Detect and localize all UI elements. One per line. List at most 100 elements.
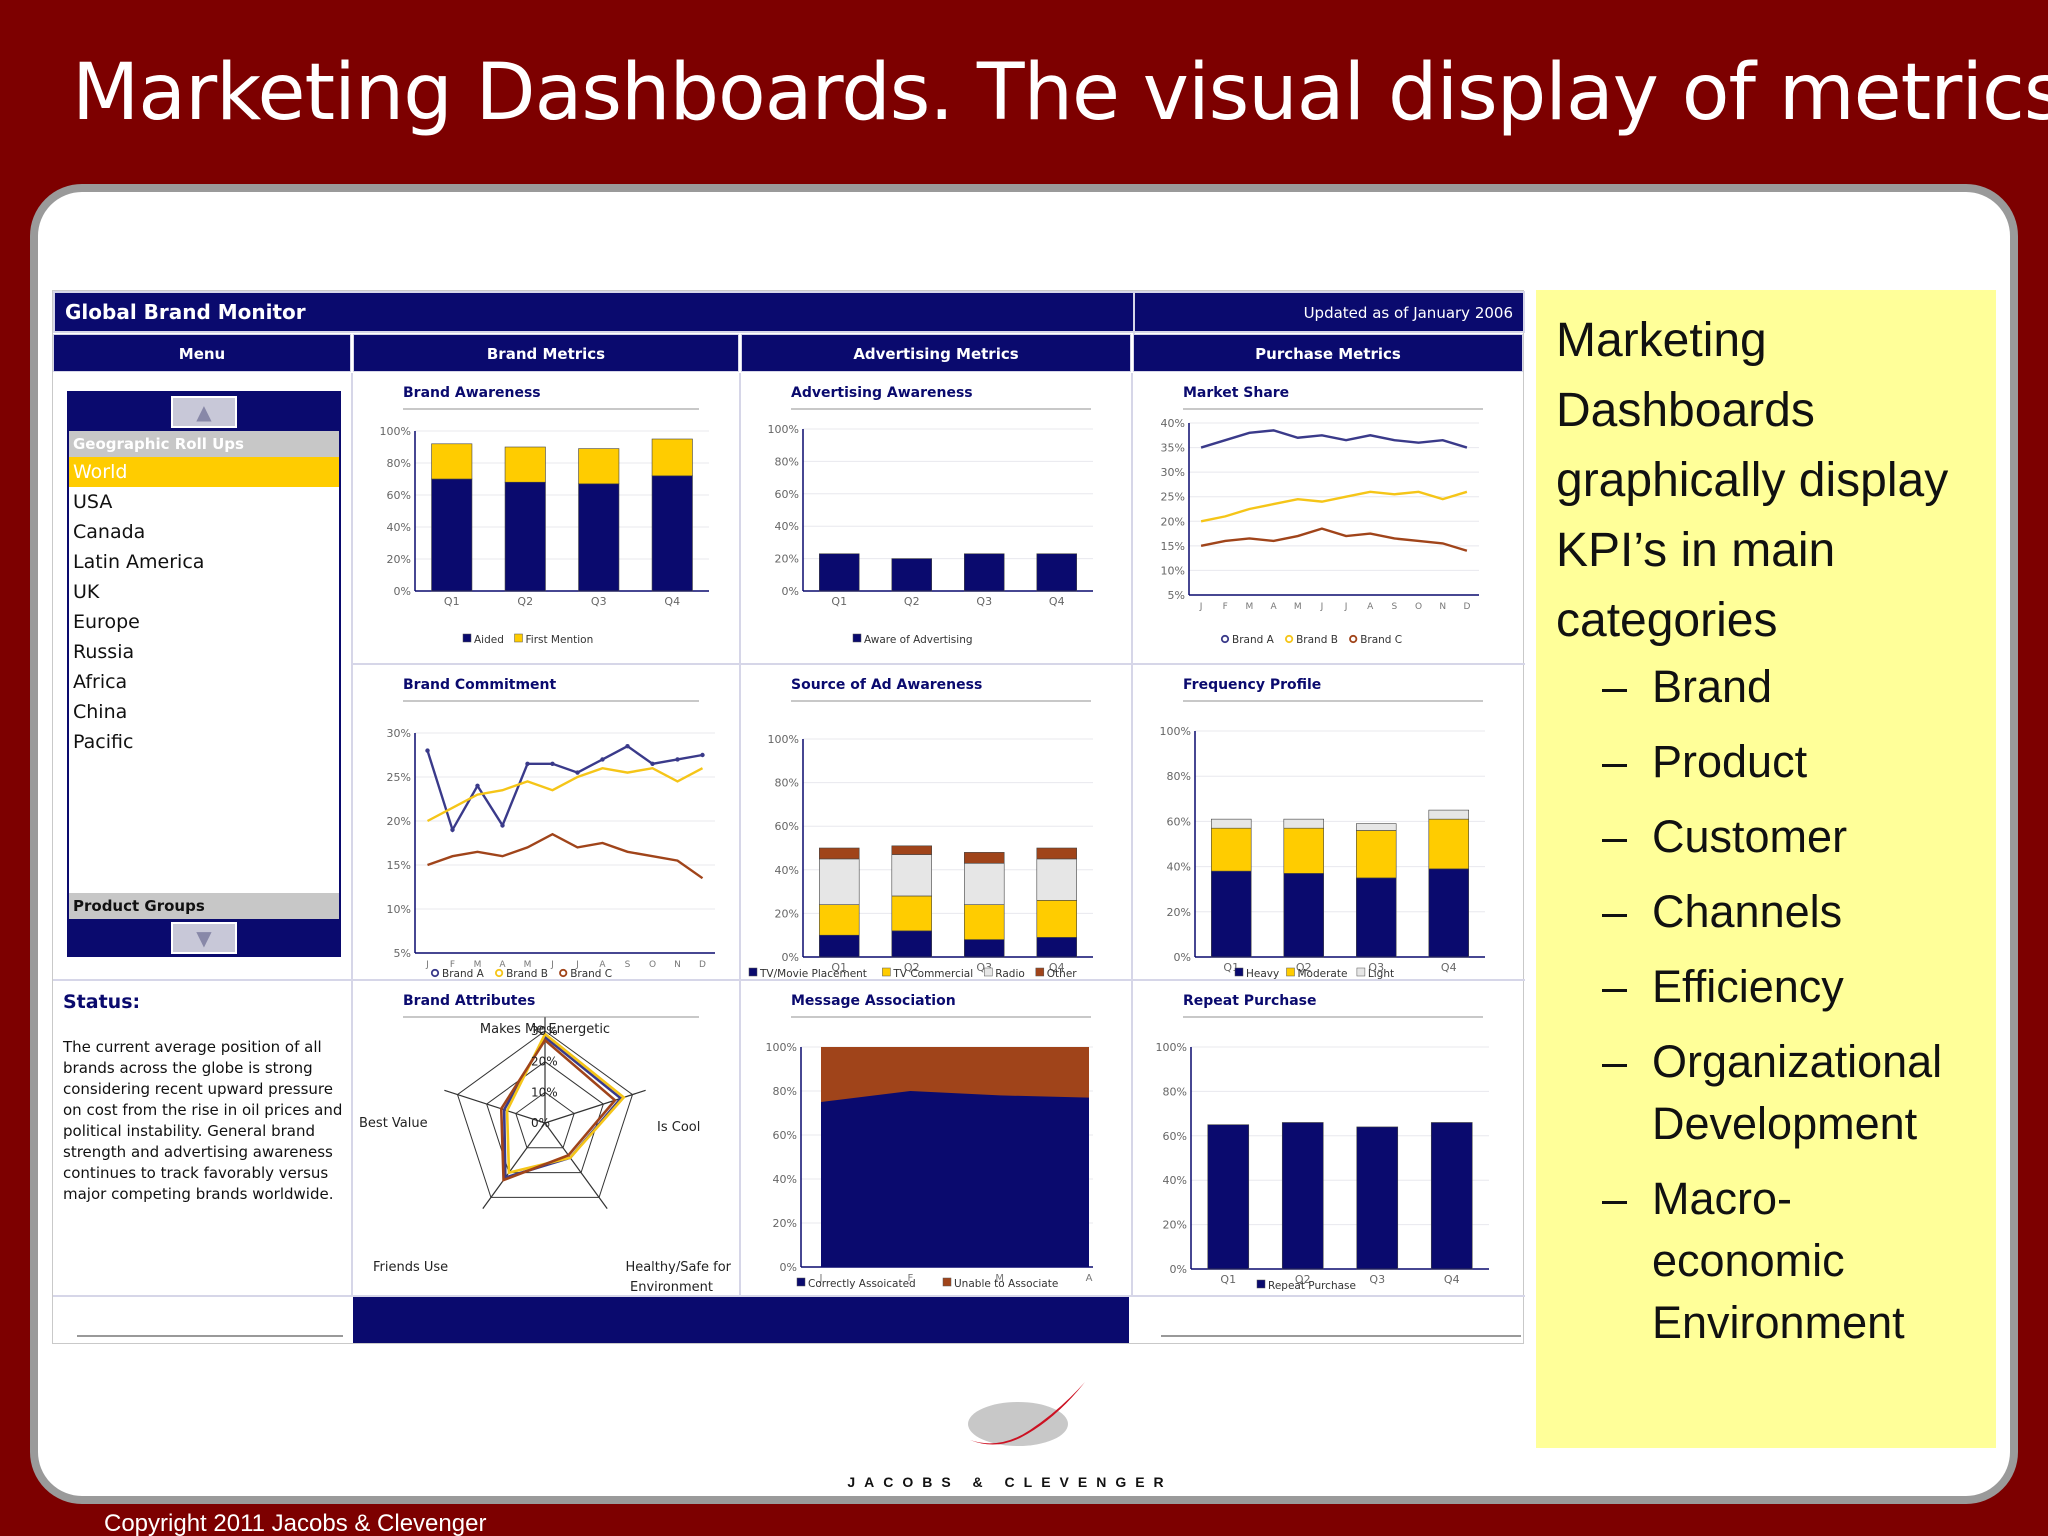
logo-text: JACOBS & CLEVENGER [847,1474,1173,1490]
y-tick-label: 40% [775,520,799,533]
chart-title: Brand Commitment [403,677,556,693]
data-point [425,748,430,753]
y-tick-label: 20% [1163,1219,1187,1232]
chart-brand-awareness: Brand Awareness 100% 80% 60% 40% 20% 0% Q1 Q2 Q3 Q… [380,385,709,646]
x-tick-label: Q4 [1441,961,1457,974]
chart-title: Repeat Purchase [1183,993,1316,1009]
y-tick-label: 80% [775,777,799,790]
menu-item-pacific[interactable]: Pacific [73,731,134,753]
bar [891,854,932,897]
menu-top-bar: ▲ [69,393,339,431]
y-tick-label: 60% [387,489,411,502]
menu-item-canada[interactable]: Canada [73,521,146,543]
menu-panel: ▲ Geographic Roll Ups World USA Canada L… [67,391,341,957]
menu-scroll-down-button[interactable]: ▼ [171,922,237,954]
x-tick-label: M [995,1273,1004,1284]
bar [1036,847,1077,860]
bar [1428,868,1469,958]
grid-line [351,663,1525,665]
bar [819,934,860,958]
menu-scroll-up-button[interactable]: ▲ [171,396,237,428]
bar [1211,827,1252,872]
legend-swatch [796,1277,806,1287]
status-text: The current average position of all bran… [63,1038,343,1203]
legend-swatch [1356,967,1366,977]
grid-line [53,1295,1525,1297]
x-tick-label: D [699,960,706,970]
up-arrow-icon: ▲ [196,400,212,424]
chart-title: Brand Awareness [403,385,541,401]
bar [1428,818,1469,870]
data-point [700,752,705,758]
y-tick-label: 10% [1161,564,1185,577]
y-tick-label: 5% [1168,589,1185,602]
legend-label: Repeat Purchase [1268,1280,1356,1292]
y-tick-label: 40% [773,1173,797,1186]
menu-item-africa[interactable]: Africa [73,671,128,693]
y-tick-label: 30% [387,727,411,740]
x-tick-label: N [1439,602,1446,612]
menu-item-europe[interactable]: Europe [73,611,140,633]
menu-item-usa[interactable]: USA [73,491,113,513]
down-arrow-icon: ▼ [196,926,212,950]
y-tick-label: 35% [1161,442,1185,455]
series-line [1200,429,1468,449]
legend-swatch [1256,1279,1266,1289]
bar [1428,809,1469,820]
y-tick-label: 60% [773,1129,797,1142]
legend-swatch [1286,967,1295,977]
x-tick-label: M [1294,602,1302,612]
x-tick-label: F [907,1273,913,1284]
radar-spoke [482,1122,546,1209]
logo-swoosh-gray [968,1402,1068,1446]
y-tick-label: 60% [775,488,799,501]
y-tick-label: 0% [394,585,411,598]
legend-swatch [984,967,993,977]
bar [819,847,860,860]
bar [1036,553,1077,592]
series-line [1200,527,1468,552]
radar-axis-label: Healthy/Safe for Environment [625,1260,731,1295]
chart-message-association: Message Association 100% 80% 60% 40% 20% 0% J F M… [766,993,1093,1290]
menu-item-world[interactable]: World [69,457,339,487]
x-tick-label: Q4 [1049,961,1065,974]
legend-marker [1285,634,1294,644]
legend-label: TV/Movie Placement [759,968,867,979]
x-tick-label: S [625,960,631,970]
chart-title: Advertising Awareness [791,385,973,401]
y-tick-label: 0% [1170,1263,1187,1276]
legend-label: Moderate [1298,968,1348,979]
bar [819,553,860,592]
bar [964,852,1005,864]
data-point [600,757,605,762]
menu-item-russia[interactable]: Russia [73,641,135,663]
menu-item-latin-america[interactable]: Latin America [73,551,205,573]
y-tick-label: 10% [387,903,411,916]
y-tick-label: 20% [1161,515,1185,528]
y-tick-label: 40% [1167,861,1191,874]
bar [651,475,693,592]
header-divider [1133,293,1135,335]
slide-title: Marketing Dashboards. The visual display… [72,48,2048,138]
x-tick-label: Q4 [1049,595,1065,608]
radar-spoke [544,1089,646,1124]
radar-axis-label: Friends Use [373,1260,448,1275]
chart-source-of-ad-awareness: Source of Ad Awareness 100% 80% 60% 40% 20% 0%… [748,677,1093,979]
menu-section-product-groups[interactable]: Product Groups [69,893,339,919]
x-tick-label: F [1223,602,1228,612]
chart-market-share: Market Share 40% 35% 30% 25% 20% 15% 10% 5% J F M A M… [1161,385,1483,646]
y-tick-label: 0% [780,1261,797,1274]
menu-item-uk[interactable]: UK [73,581,100,603]
x-tick-label: M [1246,602,1254,612]
y-tick-label: 100% [380,425,411,438]
bar [578,483,620,592]
chart-title: Message Association [791,993,956,1009]
radar-ring [515,1091,575,1149]
legend-label: Brand A [442,968,485,979]
menu-item-china[interactable]: China [73,701,128,723]
chart-advertising-awareness: Advertising Awareness 100% 80% 60% 40% 20% 0% Q… [768,385,1093,646]
data-point [450,827,455,832]
x-tick-label: J [425,960,429,970]
notes-item: Product [1602,731,1932,793]
